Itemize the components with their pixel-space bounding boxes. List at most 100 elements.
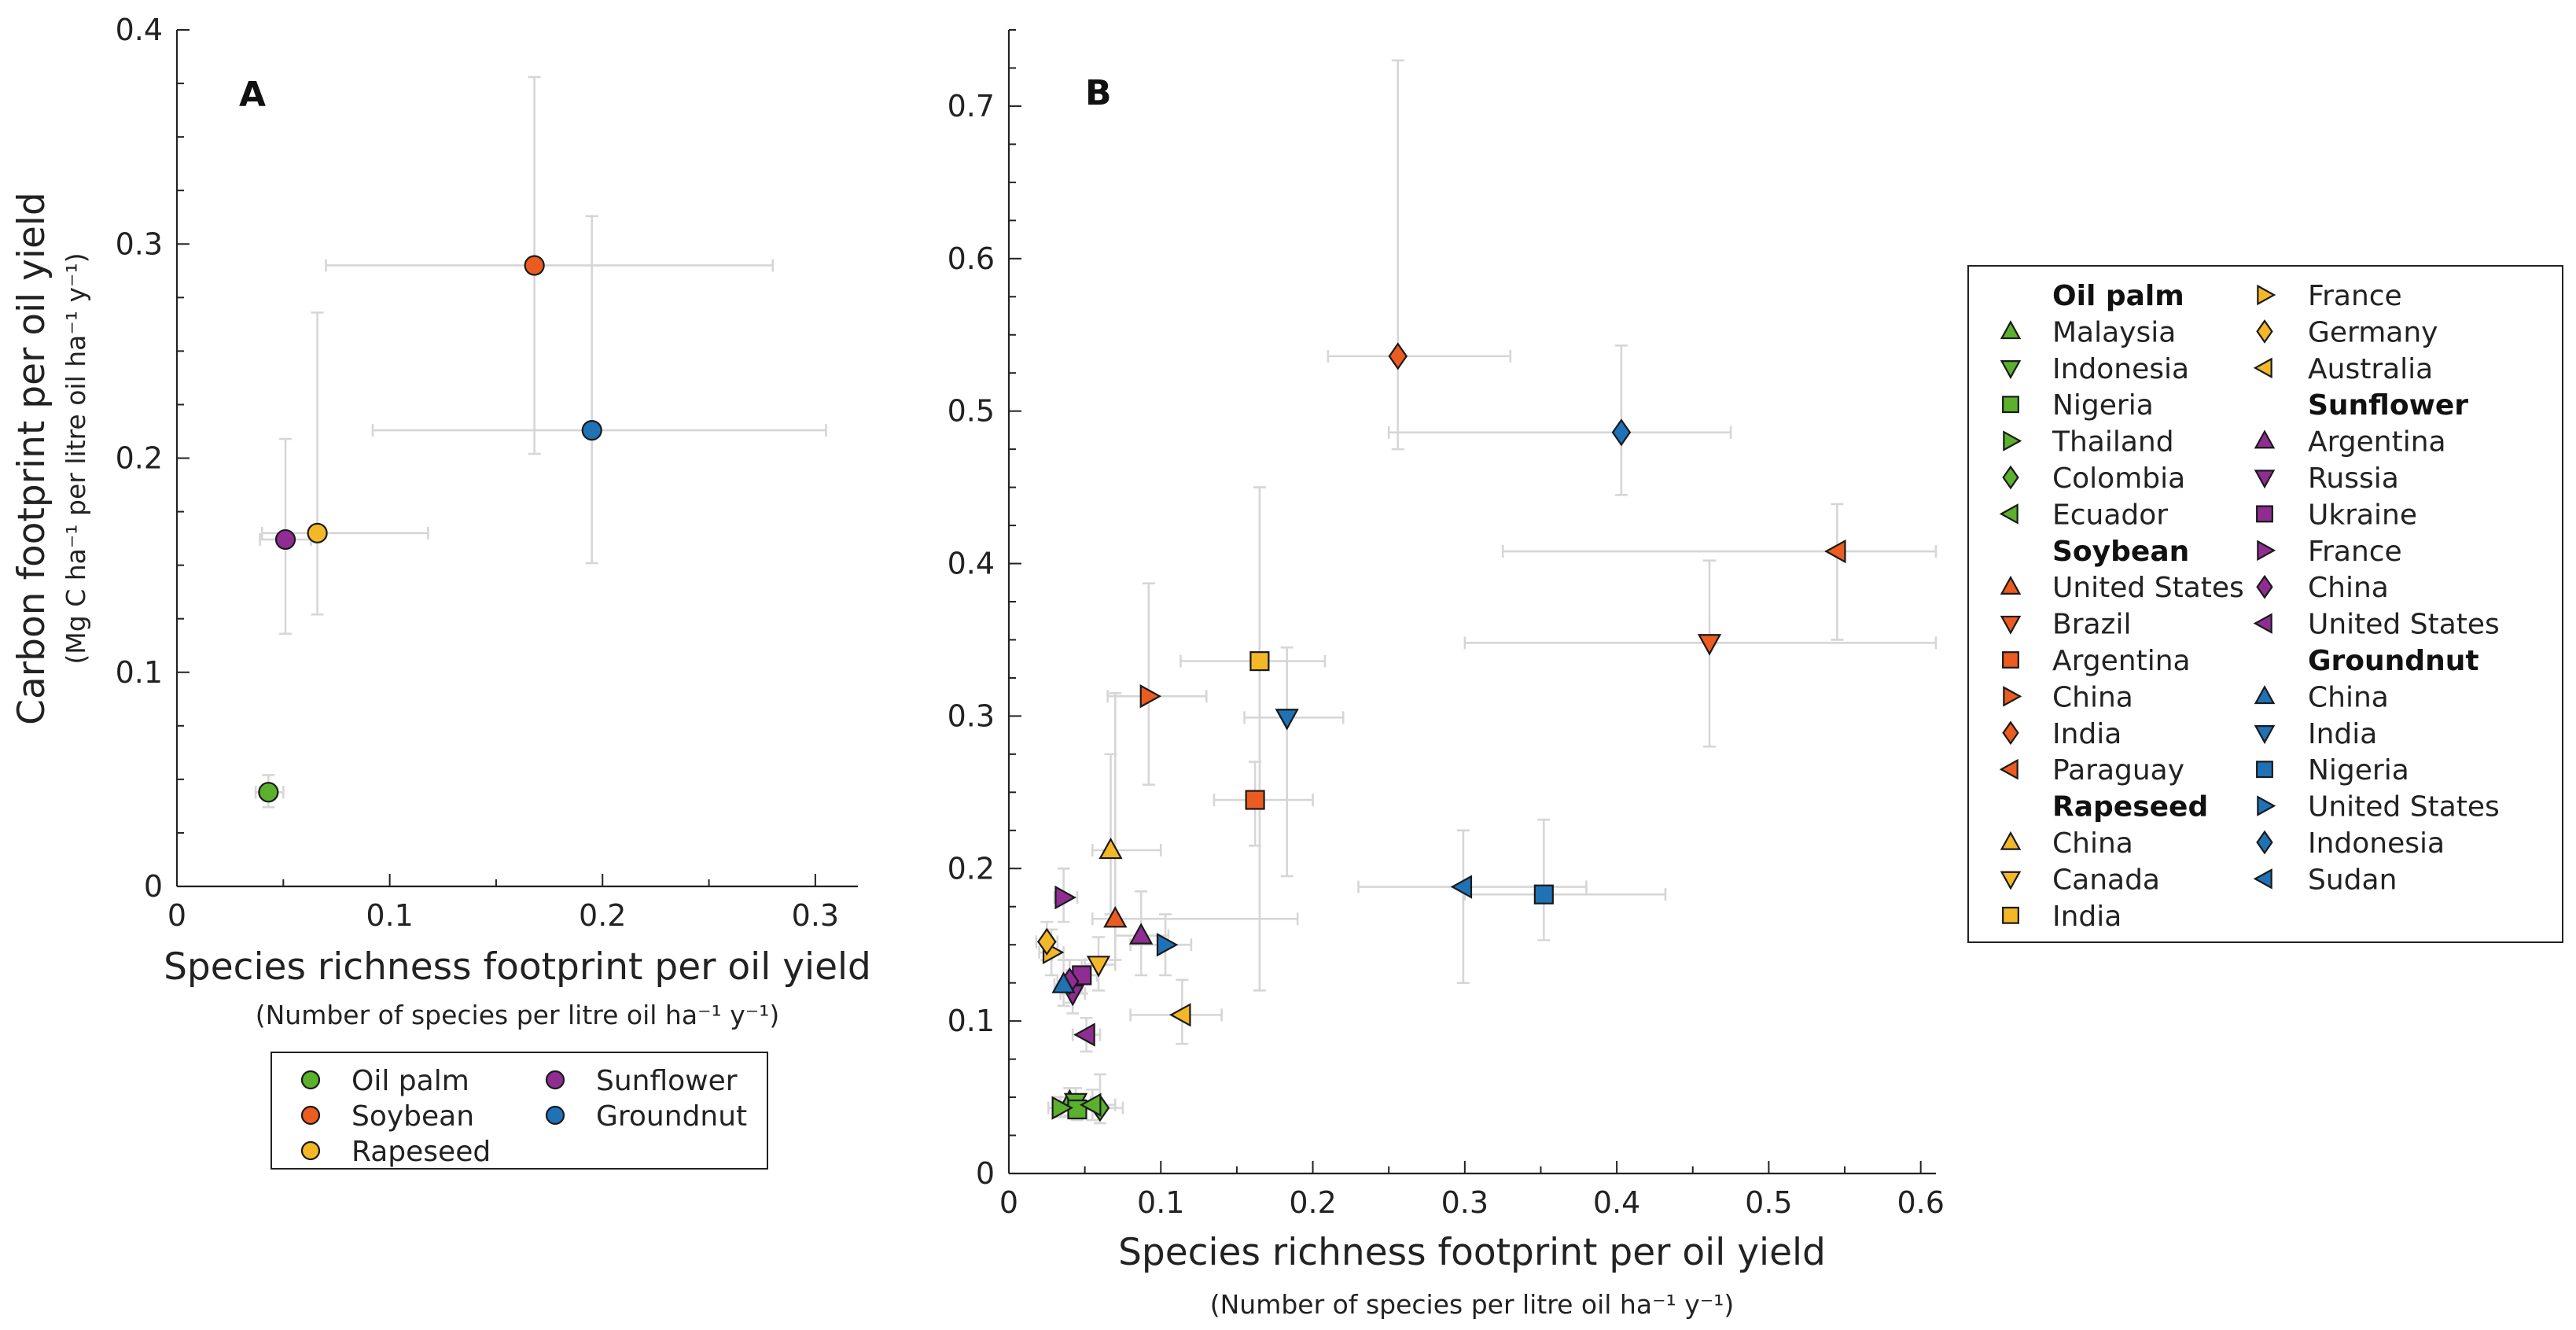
- legend-heading-sunflower: Sunflower: [2308, 389, 2468, 422]
- panel-a-x-tick-label: 0.2: [579, 898, 626, 933]
- point-rapeseed-china: [1098, 837, 1123, 860]
- legend-label-groundnut-china: China: [2308, 681, 2389, 713]
- legend-marker-sunflower-ukraine: [2256, 505, 2273, 523]
- legend-marker-oil-palm-ecuador: [1999, 503, 2018, 525]
- point-groundnut-indonesia: [1611, 418, 1632, 447]
- legend-marker-sunflower-france: [2257, 540, 2276, 562]
- legend-label-rapeseed-china: China: [2052, 827, 2133, 860]
- panel-b-y-tick-label: 0.7: [948, 89, 995, 123]
- error-bar-soybean-china: [1106, 582, 1208, 786]
- panel-b-legend-box: [1967, 265, 2563, 943]
- legend-marker-rapeseed-china: [2000, 831, 2022, 850]
- panel-a-y-axis-title: Carbon footprint per oil yield: [10, 192, 53, 725]
- panel-b-x-tick-label: 0.3: [1441, 1185, 1489, 1220]
- legend-marker-groundnut-sudan: [2253, 868, 2272, 890]
- legend-marker-rapeseed: [300, 1140, 321, 1161]
- point-groundnut-china: [1051, 971, 1076, 993]
- point-rapeseed: [307, 522, 328, 543]
- error-bar-rapeseed-india: [1179, 486, 1327, 992]
- point-groundnut: [581, 420, 602, 441]
- point-oil-palm-thailand: [1051, 1096, 1073, 1120]
- panel-b-y-tick-label: 0.6: [948, 241, 995, 276]
- legend-label-oil-palm-malaysia: Malaysia: [2052, 316, 2176, 348]
- panel-a-ticks: 0 0.1 0.2 0.3 0 0.1 0.2 0.3 0.4: [116, 13, 840, 933]
- panel-b-y-tick-label: 0.4: [948, 547, 995, 581]
- legend-heading-soybean: Soybean: [2052, 536, 2189, 568]
- panel-a-y-axis-subtitle: (Mg C ha⁻¹ per litre oil ha⁻¹ y⁻¹): [61, 252, 91, 664]
- legend-marker-oil-palm-malaysia: [2000, 320, 2022, 340]
- panel-a-x-tick-label: 0.1: [366, 898, 413, 933]
- panel-a-error-bars: [254, 76, 827, 809]
- error-bar-groundnut: [371, 215, 827, 565]
- error-bar-groundnut-indonesia: [1387, 344, 1732, 496]
- legend-heading-groundnut: Groundnut: [2308, 645, 2479, 677]
- error-bar-groundnut-sudan: [1357, 829, 1588, 984]
- point-soybean-paraguay: [1824, 539, 1846, 564]
- legend-label-soybean-argentina: Argentina: [2052, 645, 2191, 677]
- panel-b-x-axis-title: Species richness footprint per oil yield: [1118, 1231, 1826, 1274]
- panel-b-x-tick-label: 0.2: [1289, 1185, 1336, 1220]
- point-sunflower-united-states: [1073, 1022, 1095, 1047]
- legend-label-groundnut-united-states: United States: [2308, 791, 2500, 823]
- legend-label-sunflower-china: China: [2308, 572, 2389, 604]
- legend-label-rapeseed-france: France: [2308, 280, 2402, 312]
- legend-marker-sunflower-argentina: [2254, 429, 2276, 449]
- legend-label-groundnut-india: India: [2308, 718, 2377, 750]
- panel-a-y-tick-label: 0.3: [116, 227, 163, 261]
- legend-label-oil-palm-ecuador: Ecuador: [2052, 499, 2168, 531]
- legend-label-soybean-united-states: United States: [2052, 572, 2244, 604]
- panel-a-x-tick-label: 0: [167, 898, 186, 933]
- error-bar-soybean-brazil: [1463, 559, 1938, 748]
- legend-label-oil-palm-nigeria: Nigeria: [2052, 389, 2154, 422]
- legend-marker-groundnut: [545, 1105, 565, 1126]
- panel-a-chart: 0 0.1 0.2 0.3 0 0.1 0.2 0.3 0.4 A Species richne…: [10, 13, 871, 1170]
- error-bar-soybean: [325, 76, 775, 455]
- error-bar-soybean-paraguay: [1501, 503, 1938, 641]
- point-sunflower-france: [1054, 885, 1076, 910]
- point-soybean-brazil: [1697, 634, 1722, 656]
- point-sunflower-argentina: [1128, 923, 1154, 945]
- point-groundnut-sudan: [1450, 875, 1473, 899]
- panel-a-x-axis-subtitle: (Number of species per litre oil ha⁻¹ y⁻…: [256, 1000, 780, 1030]
- point-rapeseed-germany: [1037, 927, 1057, 956]
- point-soybean: [524, 255, 545, 276]
- panel-b-x-tick-label: 0: [999, 1185, 1018, 1220]
- panel-b-x-tick-label: 0.4: [1593, 1185, 1640, 1220]
- point-oil-palm: [258, 782, 279, 803]
- legend-label-rapeseed-germany: Germany: [2308, 316, 2438, 348]
- legend-label-soybean-china: China: [2052, 681, 2133, 713]
- panel-b-chart: 0 0.1 0.2 0.3 0.4 0.5 0.6 0 0.1 0.2 0.3 0.4 0.5 0.6 0.…: [948, 29, 2563, 1320]
- error-bar-groundnut-nigeria: [1463, 818, 1667, 941]
- legend-heading-rapeseed: Rapeseed: [2052, 791, 2208, 823]
- error-bar-rapeseed-china: [1091, 753, 1162, 916]
- legend-marker-sunflower: [545, 1070, 565, 1090]
- panel-a-y-tick-label: 0.2: [116, 441, 163, 476]
- legend-label-sunflower-france: France: [2308, 536, 2402, 568]
- panel-b-points: [1037, 342, 1846, 1122]
- panel-b-x-tick-label: 0.5: [1745, 1185, 1792, 1220]
- legend-label-soybean: Soybean: [351, 1100, 474, 1133]
- point-soybean-united-states: [1103, 905, 1128, 928]
- legend-marker-soybean-paraguay: [1999, 758, 2018, 780]
- legend-label-groundnut-nigeria: Nigeria: [2308, 754, 2409, 787]
- point-soybean-argentina: [1245, 790, 1265, 810]
- legend-marker-rapeseed-germany: [2256, 319, 2273, 344]
- legend-label-sunflower-ukraine: Ukraine: [2308, 499, 2417, 531]
- legend-marker-oil-palm-colombia: [2002, 465, 2019, 490]
- legend-label-soybean-india: India: [2052, 718, 2122, 750]
- panel-b-y-tick-label: 0.3: [948, 698, 995, 733]
- legend-label-soybean-paraguay: Paraguay: [2052, 754, 2184, 787]
- point-soybean-china: [1139, 684, 1162, 709]
- legend-marker-soybean-brazil: [2000, 615, 2022, 635]
- panel-a-y-tick-label: 0: [144, 869, 163, 904]
- legend-marker-groundnut-united-states: [2257, 795, 2276, 816]
- panel-b-y-tick-label: 0.1: [948, 1004, 995, 1038]
- panel-b-error-bars: [1035, 59, 1938, 1125]
- panel-a-letter: A: [239, 75, 266, 115]
- legend-label-sunflower-russia: Russia: [2308, 462, 2399, 495]
- panel-a-x-tick-label: 0.3: [792, 898, 839, 933]
- panel-a-axes: [175, 30, 858, 888]
- legend-label-groundnut-sudan: Sudan: [2308, 864, 2397, 896]
- legend-marker-sunflower-china: [2256, 574, 2273, 599]
